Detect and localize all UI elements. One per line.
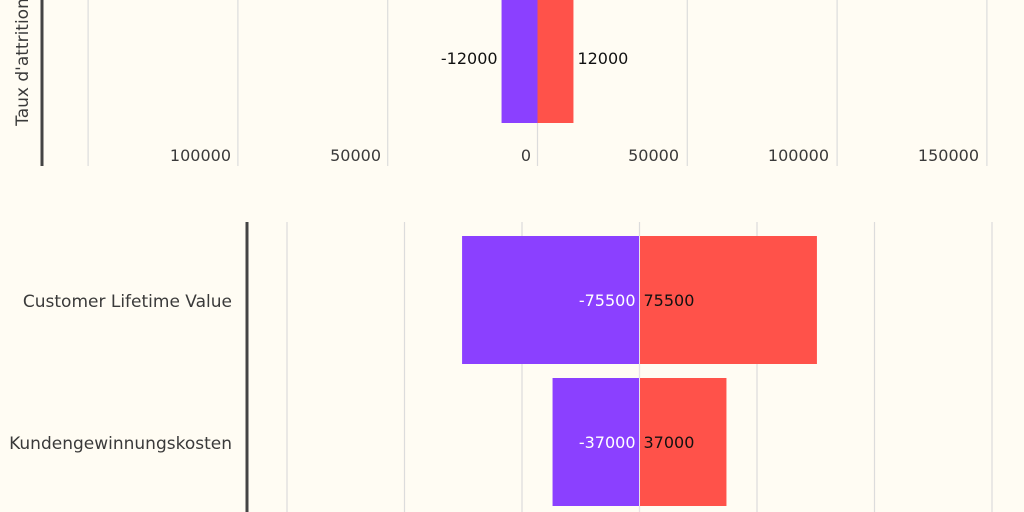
chart-panel-bottom: Customer Lifetime Value -75500 75500 Kunden… [9,222,993,512]
data-label-negative: -12000 [441,49,498,68]
data-label-negative: -37000 [579,433,636,452]
bar-positive [639,236,817,364]
x-tick-label: 100000 [170,146,231,165]
bar-negative [501,0,538,123]
data-label-positive: 12000 [577,49,628,68]
bar-positive [537,0,574,123]
data-label-negative: -75500 [579,291,636,310]
chart-panel-top: Taux d'attrition -12000 12000 100000 50000 0 5… [13,0,988,166]
x-tick-label: 0 [521,146,531,165]
y-axis-label: Taux d'attrition [13,0,33,127]
x-tick-label: 50000 [628,146,679,165]
category-label: Customer Lifetime Value [23,292,232,312]
data-label-positive: 75500 [644,291,695,310]
x-tick-label: 50000 [330,146,381,165]
category-label: Kundengewinnungskosten [9,434,232,454]
x-tick-label: 150000 [918,146,979,165]
x-tick-label: 100000 [768,146,829,165]
bar-positive [639,378,727,506]
data-label-positive: 37000 [644,433,695,452]
bar-negative [552,378,640,506]
bar-negative [462,236,640,364]
